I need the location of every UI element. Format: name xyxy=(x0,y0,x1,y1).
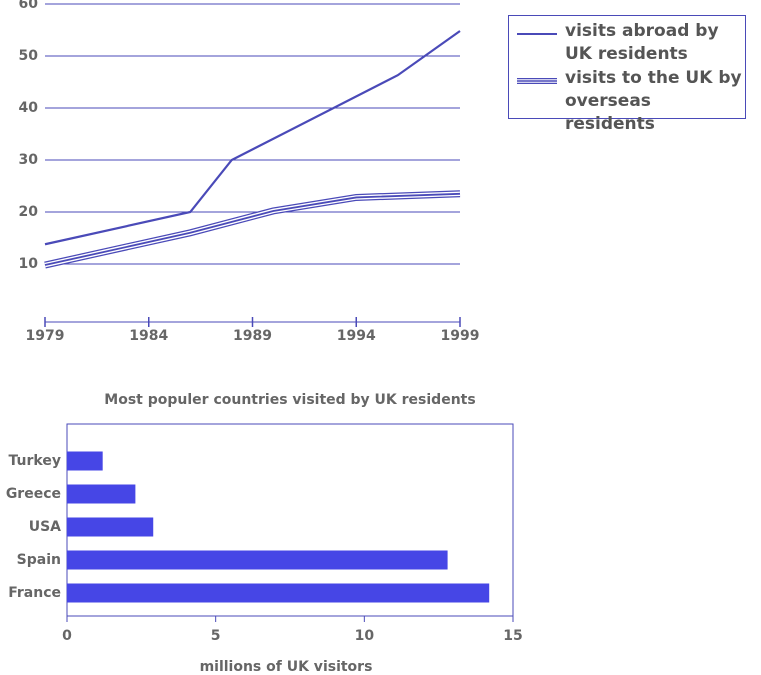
y-tick-label: USA xyxy=(29,519,61,535)
x-tick-label: 1979 xyxy=(26,328,65,344)
series-line xyxy=(44,192,461,266)
x-tick-label: 5 xyxy=(211,628,221,644)
chart-title: Most populer countries visited by UK res… xyxy=(104,392,475,408)
y-tick-label: 60 xyxy=(19,0,39,12)
y-tick-label: Greece xyxy=(6,486,61,502)
y-tick-label: 30 xyxy=(19,152,39,168)
x-tick-label: 1984 xyxy=(129,328,168,344)
y-tick-label: Spain xyxy=(17,552,61,568)
x-tick-label: 1989 xyxy=(233,328,272,344)
x-axis-label: millions of UK visitors xyxy=(200,659,373,675)
y-tick-label: 20 xyxy=(19,204,39,220)
bar xyxy=(67,517,154,537)
y-tick-label: France xyxy=(8,585,61,601)
x-tick-label: 0 xyxy=(62,628,72,644)
x-tick-label: 15 xyxy=(503,628,522,644)
x-tick-label: 1999 xyxy=(441,328,480,344)
series-line xyxy=(44,30,461,246)
legend: visits abroad by UK residents visits to … xyxy=(508,15,746,134)
y-tick-label: 40 xyxy=(19,100,39,116)
x-tick-label: 10 xyxy=(355,628,375,644)
bar xyxy=(67,583,490,603)
legend-swatches xyxy=(517,33,557,84)
x-tick-label: 1994 xyxy=(337,328,376,344)
y-tick-label: 50 xyxy=(19,48,39,64)
bar xyxy=(67,550,448,570)
legend-label: visits to the UK by overseas residents xyxy=(565,68,742,134)
bar xyxy=(67,451,103,471)
y-tick-label: 10 xyxy=(19,256,39,272)
bar xyxy=(67,484,136,504)
legend-label: visits abroad by UK residents xyxy=(565,21,719,64)
y-tick-label: Turkey xyxy=(9,453,61,469)
